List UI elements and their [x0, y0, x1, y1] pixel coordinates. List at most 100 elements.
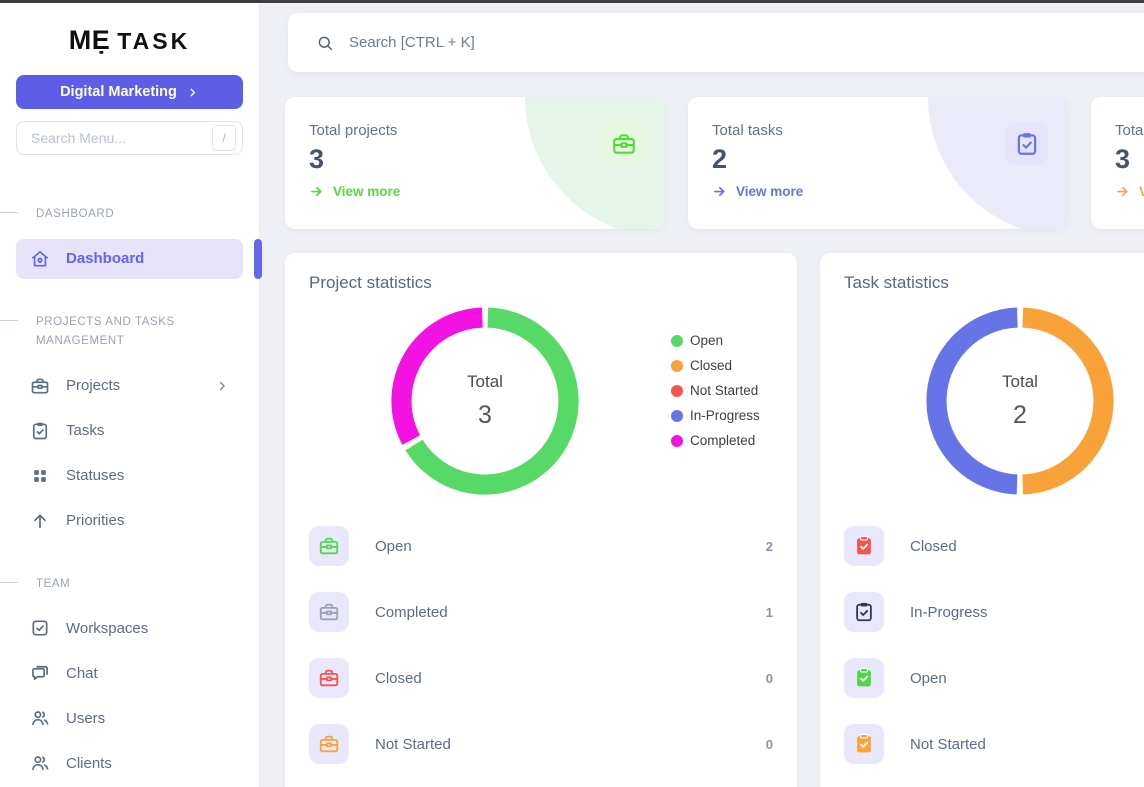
- sidebar-item-label: Users: [66, 709, 106, 727]
- card-label: Total tasks: [712, 122, 783, 139]
- briefcase-icon: [602, 122, 645, 165]
- window-top-bar: [0, 0, 1144, 3]
- legend-label: Not Started: [690, 383, 759, 398]
- stat-row-label: Closed: [375, 669, 422, 687]
- legend-dot: [671, 409, 683, 422]
- main-content: Total projects 3 View more Total tasks 2 View…: [260, 3, 1144, 787]
- global-search-input[interactable]: [347, 33, 1144, 52]
- stat-row-count: 0: [765, 736, 773, 752]
- legend-label: Completed: [690, 433, 756, 448]
- legend-item-in-progress[interactable]: In-Progress: [671, 408, 760, 423]
- clipboard-filled-icon: [844, 658, 884, 698]
- chat-icon: [30, 663, 50, 683]
- users-icon: [30, 753, 50, 773]
- workspace-switcher-button[interactable]: Digital Marketing: [16, 75, 243, 109]
- shortcut-key-badge: /: [212, 125, 236, 151]
- menu-search-box[interactable]: /: [16, 121, 243, 155]
- summary-card-tota: Tota 3 V: [1091, 97, 1144, 229]
- sidebar-section-dashboard: DASHBOARD: [0, 205, 259, 225]
- sidebar-item-label: Workspaces: [66, 619, 149, 637]
- arrow-right-icon: [1115, 184, 1130, 199]
- view-more-link[interactable]: View more: [309, 184, 400, 199]
- legend-item-completed[interactable]: Completed: [671, 433, 760, 448]
- sidebar-item-label: Priorities: [66, 512, 125, 530]
- global-search-bar[interactable]: [288, 13, 1144, 72]
- workspace-name: Digital Marketing: [60, 84, 177, 100]
- section-label: TEAM: [36, 577, 71, 590]
- stat-row-completed: Completed 1: [309, 592, 773, 632]
- legend-label: Open: [690, 333, 724, 348]
- legend-label: In-Progress: [690, 408, 760, 423]
- sidebar-item-statuses[interactable]: Statuses: [16, 456, 243, 496]
- clipboard-check-icon: [30, 421, 50, 441]
- arrow-right-icon: [712, 184, 727, 199]
- stat-row-closed: Closed 0: [309, 658, 773, 698]
- section-divider: [0, 212, 18, 213]
- logo-part-2: TASK: [117, 28, 191, 54]
- sidebar-item-clients[interactable]: Clients: [16, 743, 243, 783]
- view-more-label: View more: [333, 184, 401, 199]
- sidebar-item-users[interactable]: Users: [16, 698, 243, 738]
- sidebar-item-projects[interactable]: Projects: [16, 366, 243, 406]
- stat-row-label: Closed: [910, 537, 957, 555]
- app-logo: MẸ TASK: [0, 25, 259, 56]
- summary-card-total-tasks: Total tasks 2 View more: [688, 97, 1068, 229]
- stat-row-label: Open: [910, 669, 947, 687]
- active-item-indicator: [254, 238, 262, 279]
- sidebar-item-workspaces[interactable]: Workspaces: [16, 608, 243, 648]
- view-more-link[interactable]: View more: [712, 184, 803, 199]
- search-icon: [316, 34, 334, 52]
- legend-item-open[interactable]: Open: [671, 333, 760, 348]
- sidebar-section-projects-and-tasks-management: PROJECTS AND TASKS MANAGEMENT: [0, 313, 259, 352]
- sidebar-section-team: TEAM: [0, 575, 259, 595]
- stats-card-title: Project statistics: [309, 273, 432, 292]
- clipboard-filled-icon: [844, 724, 884, 764]
- stat-row-label: Not Started: [910, 735, 986, 753]
- section-divider: [0, 319, 18, 321]
- sidebar-item-label: Tasks: [66, 422, 105, 440]
- chevron-right-icon: [215, 379, 229, 393]
- grid-icon: [30, 466, 50, 486]
- stat-row-label: Completed: [375, 603, 448, 621]
- view-more-label: V: [1139, 184, 1144, 199]
- stat-row-closed: Closed: [844, 526, 1144, 566]
- stat-row-count: 1: [765, 604, 773, 620]
- chevron-right-icon: [186, 86, 199, 99]
- stat-row-not-started: Not Started 0: [309, 724, 773, 764]
- stats-card-title: Task statistics: [844, 273, 949, 292]
- sidebar-item-chat[interactable]: Chat: [16, 653, 243, 693]
- legend-label: Closed: [690, 358, 733, 373]
- card-label: Tota: [1115, 122, 1144, 139]
- sidebar-item-label: Dashboard: [66, 250, 145, 268]
- sidebar-item-label: Chat: [66, 664, 98, 682]
- sidebar-item-priorities[interactable]: Priorities: [16, 501, 243, 541]
- legend-item-closed[interactable]: Closed: [671, 358, 760, 373]
- arrow-right-icon: [309, 184, 324, 199]
- home-icon: [30, 249, 50, 269]
- view-more-label: View more: [736, 184, 804, 199]
- menu-search-input[interactable]: [29, 129, 212, 147]
- sidebar-item-tasks[interactable]: Tasks: [16, 411, 243, 451]
- clipboard-check-icon: [844, 592, 884, 632]
- briefcase-icon: [309, 592, 349, 632]
- legend-item-not-started[interactable]: Not Started: [671, 383, 760, 398]
- clipboard-filled-icon: [844, 526, 884, 566]
- stat-row-not-started: Not Started: [844, 724, 1144, 764]
- arrow-up-icon: [30, 511, 50, 531]
- legend-dot: [671, 384, 683, 397]
- legend-dot: [671, 434, 683, 447]
- stats-card-project-statistics: Project statistics Total 3 Open Closed Not St…: [285, 253, 797, 787]
- view-more-link[interactable]: V: [1115, 184, 1144, 199]
- stat-row-label: Not Started: [375, 735, 451, 753]
- stat-row-label: Open: [375, 537, 412, 555]
- users-icon: [30, 708, 50, 728]
- sidebar-item-dashboard[interactable]: Dashboard: [16, 238, 262, 279]
- briefcase-icon: [30, 376, 50, 396]
- sidebar-item-label: Projects: [66, 377, 121, 395]
- stat-row-label: In-Progress: [910, 603, 988, 621]
- sidebar-nav: DASHBOARD Dashboard PROJECTS AND TASKS MAN…: [0, 205, 262, 783]
- card-label: Total projects: [309, 122, 398, 139]
- card-value: 3: [309, 144, 325, 174]
- logo-part-1: MẸ: [68, 25, 111, 55]
